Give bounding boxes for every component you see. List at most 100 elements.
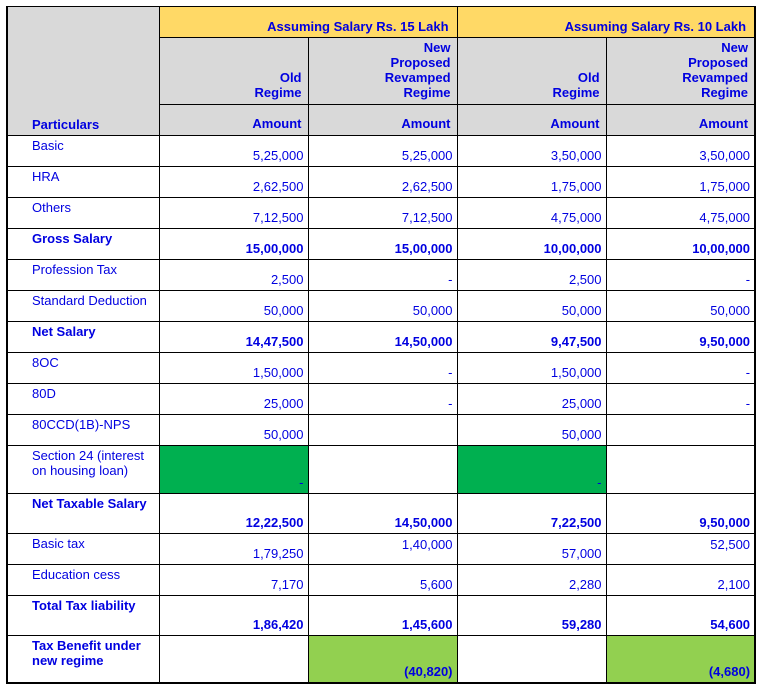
80ccd-c3: 50,000 xyxy=(457,414,606,445)
others-c3: 4,75,000 xyxy=(457,197,606,228)
gross-c4: 10,00,000 xyxy=(606,228,755,259)
header-old-regime-15: OldRegime xyxy=(159,38,308,105)
row-hra: HRA 2,62,500 2,62,500 1,75,000 1,75,000 xyxy=(7,166,755,197)
label-hra: HRA xyxy=(7,166,159,197)
proftax-c3: 2,500 xyxy=(457,259,606,290)
80oc-c3: 1,50,000 xyxy=(457,352,606,383)
sec24-c1: - xyxy=(159,445,308,493)
header-salary-10: Assuming Salary Rs. 10 Lakh xyxy=(457,7,755,38)
educess-c1: 7,170 xyxy=(159,564,308,595)
hra-c3: 1,75,000 xyxy=(457,166,606,197)
totaltax-c4: 54,600 xyxy=(606,595,755,635)
others-c4: 4,75,000 xyxy=(606,197,755,228)
label-basic: Basic xyxy=(7,135,159,166)
row-gross: Gross Salary 15,00,000 15,00,000 10,00,0… xyxy=(7,228,755,259)
hra-c4: 1,75,000 xyxy=(606,166,755,197)
others-c1: 7,12,500 xyxy=(159,197,308,228)
nettax-c4: 9,50,000 xyxy=(606,493,755,533)
80d-c1: 25,000 xyxy=(159,383,308,414)
stddeduct-c1: 50,000 xyxy=(159,290,308,321)
label-sec24: Section 24 (interest on housing loan) xyxy=(7,445,159,493)
basictax-c2: 1,40,000 xyxy=(308,533,457,564)
benefit-c4: (4,680) xyxy=(606,635,755,683)
basic-c3: 3,50,000 xyxy=(457,135,606,166)
label-stddeduct: Standard Deduction xyxy=(7,290,159,321)
80ccd-c1: 50,000 xyxy=(159,414,308,445)
label-educess: Education cess xyxy=(7,564,159,595)
nettax-c1: 12,22,500 xyxy=(159,493,308,533)
totaltax-c1: 1,86,420 xyxy=(159,595,308,635)
row-proftax: Profession Tax 2,500 - 2,500 - xyxy=(7,259,755,290)
others-c2: 7,12,500 xyxy=(308,197,457,228)
proftax-c1: 2,500 xyxy=(159,259,308,290)
stddeduct-c4: 50,000 xyxy=(606,290,755,321)
header-salary-15: Assuming Salary Rs. 15 Lakh xyxy=(159,7,457,38)
row-80d: 80D 25,000 - 25,000 - xyxy=(7,383,755,414)
label-80ccd: 80CCD(1B)-NPS xyxy=(7,414,159,445)
row-80oc: 8OC 1,50,000 - 1,50,000 - xyxy=(7,352,755,383)
benefit-c2: (40,820) xyxy=(308,635,457,683)
nettax-c2: 14,50,000 xyxy=(308,493,457,533)
netsal-c1: 14,47,500 xyxy=(159,321,308,352)
80d-c3: 25,000 xyxy=(457,383,606,414)
label-80oc: 8OC xyxy=(7,352,159,383)
header-amount-1: Amount xyxy=(159,104,308,135)
netsal-c2: 14,50,000 xyxy=(308,321,457,352)
sec24-c3: - xyxy=(457,445,606,493)
nettax-c3: 7,22,500 xyxy=(457,493,606,533)
80ccd-c4 xyxy=(606,414,755,445)
row-stddeduct: Standard Deduction 50,000 50,000 50,000 … xyxy=(7,290,755,321)
row-others: Others 7,12,500 7,12,500 4,75,000 4,75,0… xyxy=(7,197,755,228)
label-benefit: Tax Benefit under new regime xyxy=(7,635,159,683)
basic-c1: 5,25,000 xyxy=(159,135,308,166)
hra-c1: 2,62,500 xyxy=(159,166,308,197)
sec24-c4 xyxy=(606,445,755,493)
basictax-c3: 57,000 xyxy=(457,533,606,564)
label-netsal: Net Salary xyxy=(7,321,159,352)
stddeduct-c2: 50,000 xyxy=(308,290,457,321)
row-basictax: Basic tax 1,79,250 1,40,000 57,000 52,50… xyxy=(7,533,755,564)
label-80d: 80D xyxy=(7,383,159,414)
header-new-regime-15: NewProposedRevampedRegime xyxy=(308,38,457,105)
educess-c4: 2,100 xyxy=(606,564,755,595)
basictax-c1: 1,79,250 xyxy=(159,533,308,564)
header-old-regime-10: OldRegime xyxy=(457,38,606,105)
80oc-c1: 1,50,000 xyxy=(159,352,308,383)
totaltax-c2: 1,45,600 xyxy=(308,595,457,635)
proftax-c4: - xyxy=(606,259,755,290)
row-sec24: Section 24 (interest on housing loan) - … xyxy=(7,445,755,493)
header-row-1: Particulars Assuming Salary Rs. 15 Lakh … xyxy=(7,7,755,38)
80oc-c4: - xyxy=(606,352,755,383)
row-nettax: Net Taxable Salary 12,22,500 14,50,000 7… xyxy=(7,493,755,533)
label-gross: Gross Salary xyxy=(7,228,159,259)
tax-comparison-table: Particulars Assuming Salary Rs. 15 Lakh … xyxy=(6,6,756,684)
proftax-c2: - xyxy=(308,259,457,290)
stddeduct-c3: 50,000 xyxy=(457,290,606,321)
row-totaltax: Total Tax liability 1,86,420 1,45,600 59… xyxy=(7,595,755,635)
header-amount-3: Amount xyxy=(457,104,606,135)
educess-c2: 5,600 xyxy=(308,564,457,595)
totaltax-c3: 59,280 xyxy=(457,595,606,635)
80d-c2: - xyxy=(308,383,457,414)
netsal-c4: 9,50,000 xyxy=(606,321,755,352)
basictax-c4: 52,500 xyxy=(606,533,755,564)
header-amount-4: Amount xyxy=(606,104,755,135)
row-netsal: Net Salary 14,47,500 14,50,000 9,47,500 … xyxy=(7,321,755,352)
row-educess: Education cess 7,170 5,600 2,280 2,100 xyxy=(7,564,755,595)
row-basic: Basic 5,25,000 5,25,000 3,50,000 3,50,00… xyxy=(7,135,755,166)
row-80ccd: 80CCD(1B)-NPS 50,000 50,000 xyxy=(7,414,755,445)
80oc-c2: - xyxy=(308,352,457,383)
80d-c4: - xyxy=(606,383,755,414)
gross-c1: 15,00,000 xyxy=(159,228,308,259)
label-totaltax: Total Tax liability xyxy=(7,595,159,635)
basic-c4: 3,50,000 xyxy=(606,135,755,166)
header-new-regime-10: NewProposedRevampedRegime xyxy=(606,38,755,105)
gross-c2: 15,00,000 xyxy=(308,228,457,259)
row-benefit: Tax Benefit under new regime (40,820) (4… xyxy=(7,635,755,683)
benefit-c1 xyxy=(159,635,308,683)
educess-c3: 2,280 xyxy=(457,564,606,595)
label-others: Others xyxy=(7,197,159,228)
netsal-c3: 9,47,500 xyxy=(457,321,606,352)
header-amount-2: Amount xyxy=(308,104,457,135)
sec24-c2 xyxy=(308,445,457,493)
